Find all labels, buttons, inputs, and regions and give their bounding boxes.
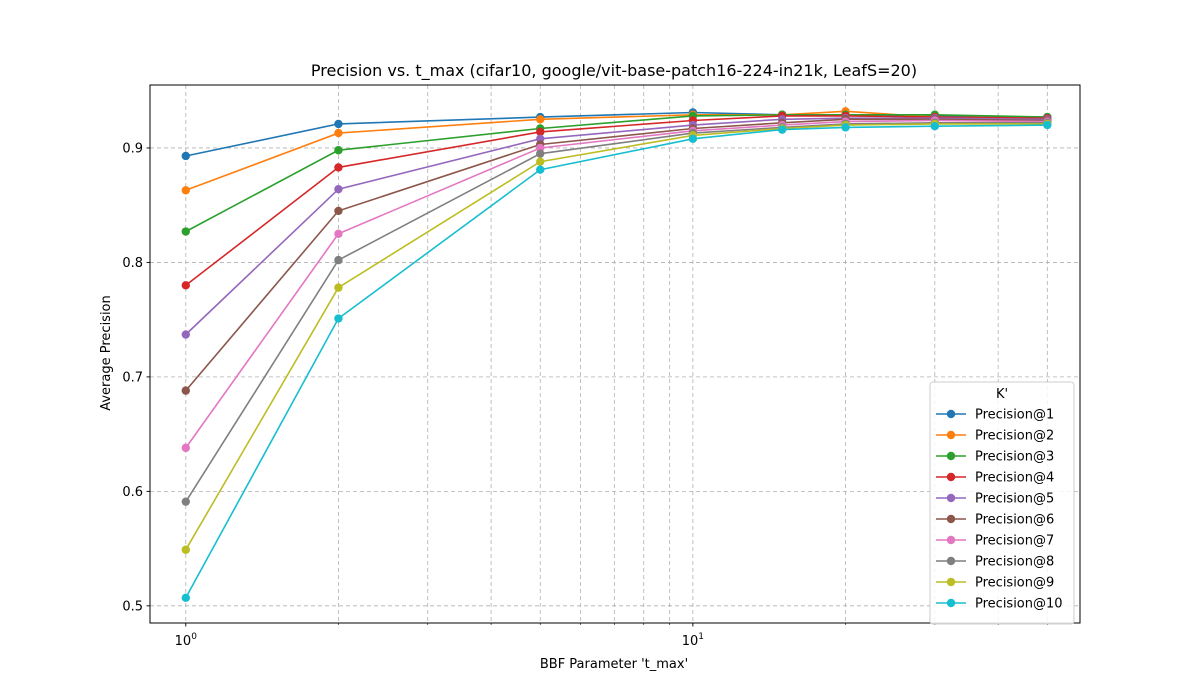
y-tick-label: 0.7 (122, 370, 143, 385)
plot-frame (149, 84, 1081, 624)
legend-entry-label: Precision@3 (975, 450, 1054, 465)
data-point (536, 157, 545, 166)
y-tick-label: 0.6 (122, 485, 143, 500)
data-point (334, 283, 343, 292)
legend-swatch-marker (946, 535, 956, 545)
data-point (334, 128, 343, 138)
x-tick-label: 101 (682, 632, 704, 649)
legend-entry-label: Precision@4 (975, 471, 1054, 486)
data-point (334, 163, 343, 172)
series-line (185, 123, 1048, 551)
series-line (185, 118, 1048, 392)
data-point (181, 497, 190, 506)
legend-swatch-marker (946, 577, 956, 587)
data-point (181, 386, 190, 395)
legend-swatch-marker (946, 472, 956, 482)
data-point (181, 593, 190, 603)
y-tick-label: 0.8 (122, 256, 143, 271)
legend-entry-label: Precision@5 (975, 492, 1054, 507)
legend-entry-label: Precision@7 (975, 534, 1054, 549)
data-point (181, 281, 190, 290)
y-axis-label: Average Precision (99, 295, 114, 411)
y-tick-label: 0.5 (122, 599, 143, 614)
data-point (334, 255, 343, 265)
data-point (536, 165, 545, 174)
legend-entry-label: Precision@1 (975, 408, 1054, 423)
legend-entry-label: Precision@2 (975, 429, 1054, 444)
data-point (181, 151, 190, 161)
series-line (185, 115, 1048, 286)
data-point (181, 330, 190, 339)
legend-swatch-marker (946, 493, 956, 503)
data-point (536, 127, 545, 137)
legend-swatch-marker (946, 451, 956, 461)
data-point (930, 122, 940, 131)
legend-swatch-marker (946, 556, 956, 566)
legend-box (929, 381, 1075, 625)
data-point (536, 149, 545, 158)
chart-title: Precision vs. t_max (cifar10, google/vit… (311, 61, 917, 81)
data-point (334, 119, 343, 129)
legend-swatch-marker (946, 409, 956, 419)
data-point (181, 443, 190, 453)
series-line (185, 124, 1048, 599)
data-point (181, 227, 190, 236)
data-point (841, 123, 850, 132)
legend: K' Precision@1 Precision@2 Precision@3 Preci… (929, 381, 1075, 625)
y-tick-label: 0.9 (122, 141, 143, 156)
data-point (181, 186, 190, 195)
data-point (334, 184, 343, 194)
legend-entry-label: Precision@8 (975, 555, 1054, 570)
data-point (688, 134, 698, 143)
legend-entry-label: Precision@9 (975, 576, 1054, 591)
x-axis-label: BBF Parameter 't_max' (540, 657, 688, 672)
legend-swatch-marker (946, 514, 956, 524)
series-line (185, 122, 1048, 503)
series-line (185, 114, 1048, 233)
legend-swatch-marker (946, 430, 956, 440)
data-point (334, 146, 343, 155)
data-point (334, 206, 343, 216)
legend-entry-label: Precision@10 (975, 597, 1063, 612)
data-point (334, 229, 343, 239)
data-point (536, 115, 545, 124)
data-point (777, 125, 787, 134)
legend-entry-label: Precision@6 (975, 513, 1054, 528)
series-line (185, 119, 1048, 449)
data-point (334, 314, 343, 323)
data-point (181, 545, 190, 554)
data-point (1043, 120, 1052, 130)
x-tick-label: 100 (175, 632, 198, 649)
legend-title: K' (996, 387, 1008, 402)
series-line (185, 117, 1048, 336)
legend-swatch-marker (946, 598, 956, 608)
